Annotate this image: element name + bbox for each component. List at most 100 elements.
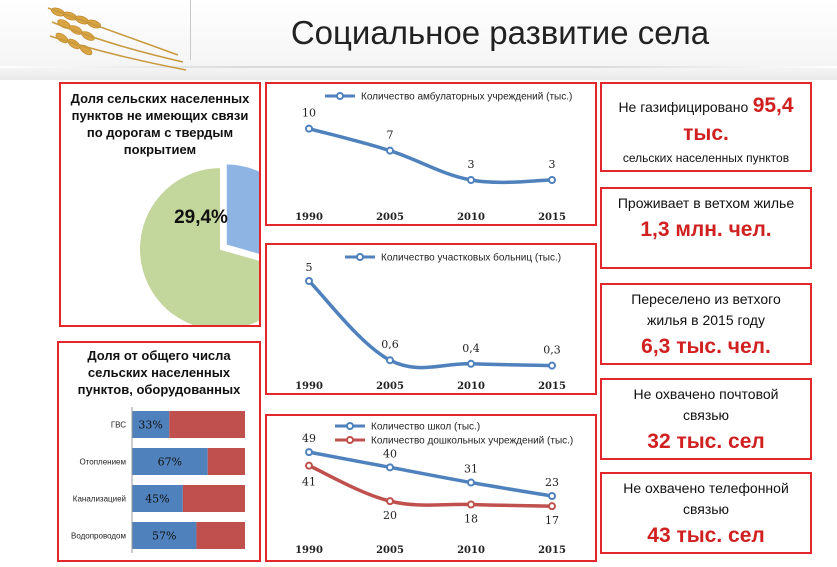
bar-segment-rest [182,485,245,512]
data-point [548,176,556,184]
category-label: Отоплением [79,458,126,467]
bar-value-label: 33% [138,419,162,432]
info-text: Проживает в ветхом жилье [617,195,795,211]
pie-title-line: Доля сельских населенных [70,91,250,106]
legend-marker [356,253,364,261]
header-divider [190,0,191,60]
x-tick-label: 2005 [376,212,404,223]
info-subtext: сельских населенных пунктов [622,151,790,165]
info-line: Не газифицировано 95,4 тыс. [602,92,810,148]
info-text: Не охвачено телефонной связью [623,480,789,517]
line-chart-panel-3: Количество школ (тыс.) Количество дошколь… [265,414,597,562]
data-point [467,500,475,509]
x-tick-label: 2010 [457,545,485,556]
legend-marker [346,422,354,430]
info-box-post: Не охвачено почтовой связью 32 тыс. сел [600,378,812,460]
data-point [386,497,394,506]
x-tick-label: 1990 [295,212,323,223]
legend-label: Количество дошкольных учреждений (тыс.) [371,436,573,447]
wheat-icon [47,7,187,71]
info-text: Не газифицировано [618,99,749,115]
data-point [386,463,394,472]
bar-title-line: сельских населенных [87,365,231,380]
data-point [305,124,313,133]
bar-segment-equipped [132,522,197,549]
info-text: Переселено из ветхого жилья в 2015 году [631,291,781,328]
bar-segment-equipped [132,485,183,512]
data-label: 3 [468,158,475,171]
pie-title-line: пунктов не имеющих связи [71,108,249,123]
pie-title-line: по дорогам с твердым [86,125,234,140]
data-point [467,478,475,487]
x-tick-label: 2005 [376,545,404,556]
data-label: 18 [464,512,478,525]
legend-label: Количество амбулаторных учреждений (тыс.… [361,91,572,103]
pie-panel: Доля сельских населенных пунктов не имею… [59,82,261,327]
pie-title-line: покрытием [123,142,197,157]
info-box-resettled: Переселено из ветхого жилья в 2015 году … [600,283,812,365]
bar-title-line: Доля от общего числа [87,348,231,363]
data-point [386,356,394,365]
page-title: Социальное развитие села [290,14,710,51]
data-label: 41 [302,476,316,489]
info-value: 43 тыс. сел [647,524,765,547]
info-box-housing: Проживает в ветхом жилье 1,3 млн. чел. [600,187,812,269]
series-line [308,126,553,185]
data-point [548,361,556,370]
header-bottom-line [0,66,837,68]
data-point [467,359,475,368]
bar-segment-equipped [132,448,208,475]
line-chart-panel-2: Количество участковых больниц (тыс.) 5 0,6… [265,243,597,395]
data-label: 17 [545,514,559,527]
x-tick-label: 2015 [538,545,566,556]
info-text: Не охвачено почтовой связью [633,386,779,423]
bar-panel: Доля от общего числа сельских населенных… [57,341,261,562]
data-label: 3 [549,158,556,171]
data-label: 23 [545,476,559,489]
info-value: 95,4 тыс. [683,94,794,145]
bar-segment-equipped [132,411,170,438]
info-box-gas: Не газифицировано 95,4 тыс. сельских нас… [600,82,812,172]
bar-value-label: 45% [145,493,169,506]
line-chart-schools: Количество школ (тыс.) Количество дошколь… [295,422,573,557]
bar-value-label: 57% [152,530,176,543]
data-label: 49 [302,432,316,445]
legend-label: Количество участковых больниц (тыс.) [381,252,561,264]
pie-slice [138,165,259,325]
legend-marker [346,436,354,444]
bar-segment-rest [207,448,245,475]
data-point [548,502,556,511]
x-tick-label: 1990 [295,545,323,556]
line-chart-hospitals: Количество участковых больниц (тыс.) 5 0,6… [295,252,566,393]
pie-slice [224,162,259,256]
x-tick-label: 2010 [457,381,485,392]
pie-chart: 29,4% [138,162,259,325]
data-point [305,448,313,457]
info-value: 1,3 млн. чел. [640,218,772,241]
data-label: 0,6 [381,338,399,351]
bar-segment-rest [169,411,245,438]
data-point [305,461,313,470]
bar-value-label: 67% [158,456,182,469]
bar-title-line: пунктов, оборудованных [77,382,241,397]
legend-label: Количество школ (тыс.) [371,422,480,433]
bar-segment-rest [196,522,245,549]
line-chart-ambulatory: Количество амбулаторных учреждений (тыс.… [295,91,572,224]
data-point [467,176,475,184]
pie-panel-title: Доля сельских населенных пунктов не имею… [65,90,255,158]
pie-value-label: 29,4% [174,207,228,228]
info-value: 6,3 тыс. чел. [641,335,771,358]
bar-chart-equipment: ГВС 33% Отоплением 67% Канализацией 45% Водопр… [71,407,245,553]
data-point [305,277,313,285]
category-label: Водопроводом [71,532,126,541]
series-line [308,464,553,508]
data-label: 20 [383,509,397,522]
data-label: 40 [383,447,397,460]
x-tick-label: 2015 [538,212,566,223]
legend-marker [336,92,344,100]
data-point [548,492,556,501]
x-tick-label: 1990 [295,381,323,392]
data-label: 31 [464,463,478,476]
data-label: 7 [387,129,394,142]
data-label: 5 [306,261,313,274]
